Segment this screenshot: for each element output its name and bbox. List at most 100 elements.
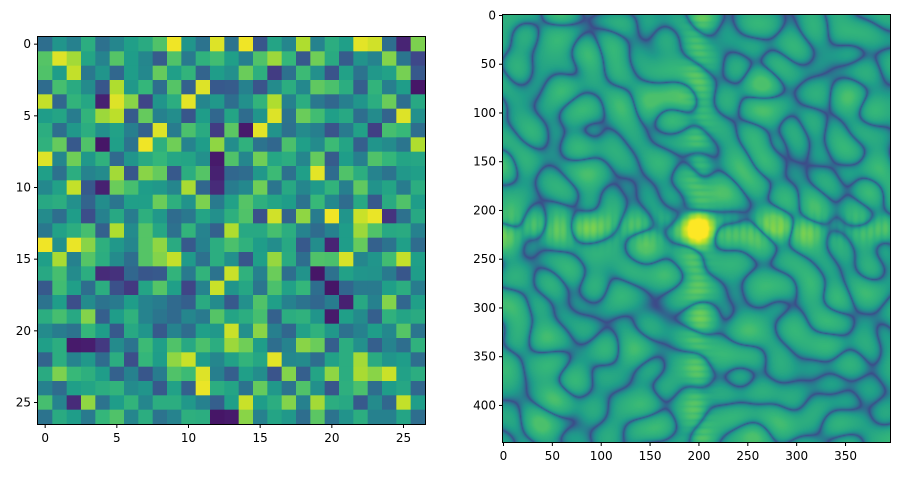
heatmap-cell <box>210 395 225 411</box>
heatmap-cell <box>224 381 240 396</box>
heatmap-cell <box>267 352 283 368</box>
heatmap-cell <box>310 94 326 110</box>
heatmap-cell <box>281 266 297 282</box>
heatmap-cell <box>267 295 283 310</box>
heatmap-cell <box>367 266 383 282</box>
heatmap-cell <box>410 352 426 368</box>
x-tick-label: 200 <box>687 449 710 463</box>
heatmap-cell <box>109 94 125 110</box>
heatmap-cell <box>296 266 311 282</box>
x-tick-label: 10 <box>181 431 196 445</box>
heatmap-cell <box>181 194 197 210</box>
heatmap-cell <box>253 252 268 267</box>
heatmap-cell <box>52 194 68 210</box>
heatmap-cell <box>66 409 82 425</box>
heatmap-cell <box>296 65 311 81</box>
heatmap-cell <box>267 180 283 196</box>
heatmap-cell <box>324 51 340 67</box>
heatmap-cell <box>324 237 340 253</box>
heatmap-cell <box>138 266 154 282</box>
heatmap-cell <box>181 323 197 339</box>
heatmap-cell <box>109 37 125 52</box>
heatmap-cell <box>310 51 326 67</box>
heatmap-cell <box>66 395 82 411</box>
heatmap-cell <box>167 352 182 368</box>
heatmap-cell <box>124 352 139 368</box>
heatmap-cell <box>181 166 197 181</box>
heatmap-cell <box>224 94 240 110</box>
heatmap-cell <box>353 37 369 52</box>
heatmap-cell <box>138 280 154 296</box>
heatmap-cell <box>210 123 225 138</box>
x-tick-label: 5 <box>113 431 121 445</box>
heatmap-cell <box>38 309 53 325</box>
heatmap-cell <box>138 252 154 267</box>
heatmap-cell <box>52 151 68 167</box>
heatmap-cell <box>66 151 82 167</box>
heatmap-cell <box>324 295 340 310</box>
heatmap-cell <box>339 37 354 52</box>
heatmap-cell <box>152 94 168 110</box>
heatmap-cell <box>382 280 397 296</box>
heatmap-cell <box>396 237 412 253</box>
heatmap-cell <box>353 123 369 138</box>
heatmap-cell <box>353 237 369 253</box>
heatmap-cell <box>124 252 139 267</box>
heatmap-cell <box>267 94 283 110</box>
heatmap-cell <box>339 51 354 67</box>
heatmap-cell <box>367 395 383 411</box>
heatmap-cell <box>324 194 340 210</box>
heatmap-cell <box>38 409 53 425</box>
heatmap-cell <box>339 223 354 239</box>
heatmap-cell <box>296 223 311 239</box>
heatmap-cell <box>339 366 354 382</box>
heatmap-cell <box>109 51 125 67</box>
heatmap-cell <box>339 237 354 253</box>
heatmap-cell <box>253 166 268 181</box>
heatmap-cell <box>224 237 240 253</box>
heatmap-cell <box>38 65 53 81</box>
heatmap-cell <box>224 366 240 382</box>
heatmap-cell <box>195 338 211 353</box>
heatmap-cell <box>167 80 182 95</box>
heatmap-cell <box>81 266 96 282</box>
heatmap-cell <box>267 137 283 153</box>
heatmap-cell <box>396 323 412 339</box>
heatmap-cell <box>109 137 125 153</box>
heatmap-cell <box>382 194 397 210</box>
x-tick-label: 15 <box>253 431 268 445</box>
heatmap-cell <box>38 366 53 382</box>
heatmap-cell <box>296 80 311 95</box>
heatmap-cell <box>367 280 383 296</box>
heatmap-cell <box>195 80 211 95</box>
heatmap-cell <box>267 266 283 282</box>
heatmap-cell <box>195 209 211 224</box>
heatmap-cell <box>66 338 82 353</box>
heatmap-cell <box>310 395 326 411</box>
heatmap-cell <box>66 137 82 153</box>
heatmap-cell <box>238 194 254 210</box>
heatmap-cell <box>95 338 111 353</box>
heatmap-cell <box>124 395 139 411</box>
heatmap-cell <box>38 80 53 95</box>
heatmap-cell <box>396 151 412 167</box>
heatmap-cell <box>224 309 240 325</box>
heatmap-cell <box>296 237 311 253</box>
heatmap-cell <box>124 237 139 253</box>
heatmap-cell <box>52 209 68 224</box>
x-tick-label: 0 <box>500 449 508 463</box>
heatmap-cell <box>138 80 154 95</box>
heatmap-cell <box>210 266 225 282</box>
heatmap-cell <box>396 309 412 325</box>
heatmap-cell <box>281 323 297 339</box>
heatmap-cell <box>281 80 297 95</box>
heatmap-cell <box>339 209 354 224</box>
heatmap-cell <box>66 80 82 95</box>
heatmap-cell <box>310 151 326 167</box>
heatmap-cell <box>396 366 412 382</box>
heatmap-cell <box>138 338 154 353</box>
heatmap-cell <box>195 223 211 239</box>
heatmap-cell <box>253 51 268 67</box>
heatmap-cell <box>109 266 125 282</box>
heatmap-cell <box>195 137 211 153</box>
